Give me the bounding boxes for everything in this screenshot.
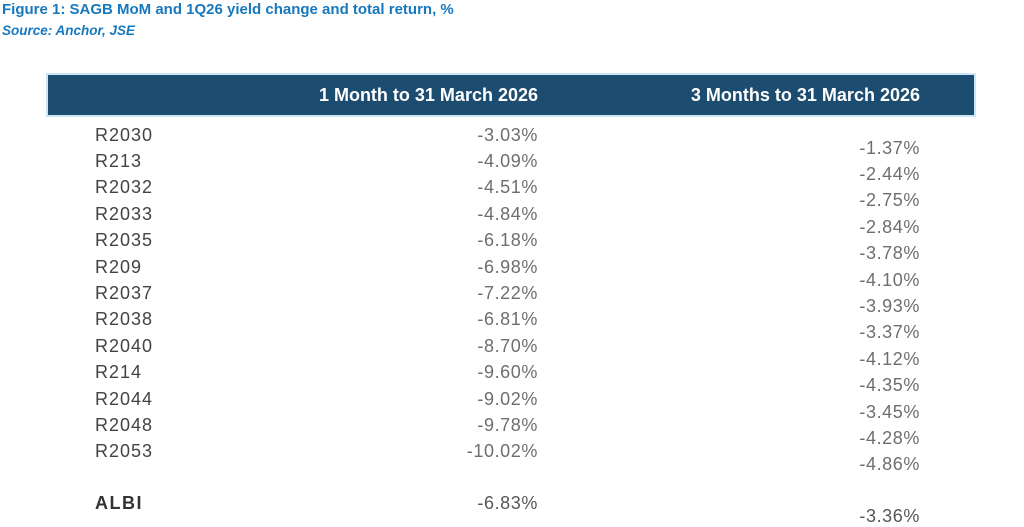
row-three-months-value: -3.37% <box>859 322 920 343</box>
table-row: R2048 -9.78% -4.28% <box>48 412 974 448</box>
table-row: R214 -9.60% -4.35% <box>48 360 974 395</box>
table-row: R2032 -4.51% -2.75% <box>48 175 974 210</box>
row-three-months-value: -4.12% <box>859 348 920 369</box>
row-three-months-value: -4.10% <box>859 269 920 290</box>
row-three-months-value: -2.44% <box>859 164 920 185</box>
row-label: R214 <box>95 362 143 383</box>
row-three-months-value: -3.78% <box>859 243 920 264</box>
row-one-month-value: -8.70% <box>477 335 538 356</box>
row-one-month-value: -9.60% <box>477 362 538 383</box>
row-three-months-value: -4.28% <box>859 427 920 448</box>
table-header-row: 1 Month to 31 March 2026 3 Months to 31 … <box>46 73 976 117</box>
row-three-months-value: -3.93% <box>859 296 920 317</box>
row-label: R209 <box>95 256 143 277</box>
table-row: R209 -6.98% -4.10% <box>48 254 974 290</box>
table-row: R2033 -4.84% -2.84% <box>48 201 974 237</box>
row-three-months-value: -4.86% <box>859 454 920 475</box>
row-one-month-value: -4.09% <box>477 151 538 172</box>
table-row: R2038 -6.81% -3.37% <box>48 307 974 342</box>
row-label: R2038 <box>95 309 154 330</box>
column-header-one-month: 1 Month to 31 March 2026 <box>318 84 538 105</box>
row-one-month-value: -4.51% <box>477 177 538 198</box>
row-one-month-value: -3.03% <box>477 124 538 145</box>
summary-row-label: ALBI <box>95 492 143 513</box>
figure-title: Figure 1: SAGB MoM and 1Q26 yield change… <box>2 1 454 18</box>
table-row: R2053 -10.02% -4.86% <box>48 439 974 474</box>
row-one-month-value: -7.22% <box>477 283 538 304</box>
table-row: R2040 -8.70% -4.12% <box>48 333 974 369</box>
row-three-months-value: -3.45% <box>859 401 920 422</box>
row-label: R2040 <box>95 335 154 356</box>
row-label: R2037 <box>95 283 154 304</box>
column-header-three-months: 3 Months to 31 March 2026 <box>690 84 920 105</box>
row-label: R2053 <box>95 441 154 462</box>
row-one-month-value: -9.02% <box>477 388 538 409</box>
table-row: R2030 -3.03% -1.37% <box>48 122 974 158</box>
summary-row: ALBI -6.83% -3.36% <box>48 490 974 526</box>
row-three-months-value: -2.75% <box>859 190 920 211</box>
table-body: R2030 -3.03% -1.37% R213 -4.09% -2.44% R… <box>48 122 974 526</box>
table-row: R2044 -9.02% -3.45% <box>48 386 974 422</box>
row-one-month-value: -9.78% <box>477 414 538 435</box>
row-label: R2048 <box>95 414 154 435</box>
row-one-month-value: -6.81% <box>477 309 538 330</box>
row-three-months-value: -4.35% <box>859 375 920 396</box>
figure-source: Source: Anchor, JSE <box>2 23 136 38</box>
row-label: R2033 <box>95 203 154 224</box>
row-label: R213 <box>95 151 143 172</box>
row-one-month-value: -10.02% <box>466 441 538 462</box>
row-three-months-value: -2.84% <box>859 216 920 237</box>
table-row: R2035 -6.18% -3.78% <box>48 228 974 263</box>
table-row: R213 -4.09% -2.44% <box>48 148 974 184</box>
row-one-month-value: -6.98% <box>477 256 538 277</box>
row-label: R2035 <box>95 230 154 251</box>
table-row: R2037 -7.22% -3.93% <box>48 280 974 316</box>
summary-one-month-value: -6.83% <box>477 492 538 513</box>
row-one-month-value: -4.84% <box>477 203 538 224</box>
row-label: R2030 <box>95 124 154 145</box>
row-label: R2032 <box>95 177 154 198</box>
row-label: R2044 <box>95 388 154 409</box>
summary-three-months-value: -3.36% <box>859 505 920 526</box>
row-three-months-value: -1.37% <box>859 137 920 158</box>
row-one-month-value: -6.18% <box>477 230 538 251</box>
